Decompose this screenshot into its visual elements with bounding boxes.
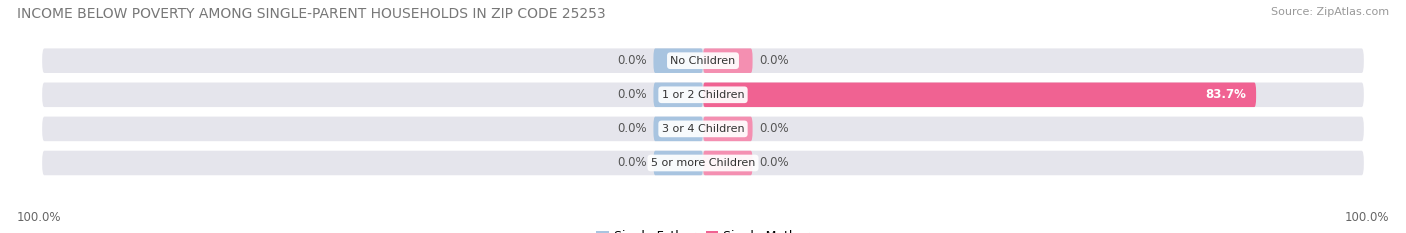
Text: 0.0%: 0.0%	[617, 157, 647, 169]
Legend: Single Father, Single Mother: Single Father, Single Mother	[591, 225, 815, 233]
FancyBboxPatch shape	[703, 151, 752, 175]
Text: 100.0%: 100.0%	[1344, 211, 1389, 224]
Text: Source: ZipAtlas.com: Source: ZipAtlas.com	[1271, 7, 1389, 17]
Text: No Children: No Children	[671, 56, 735, 66]
FancyBboxPatch shape	[42, 151, 1364, 175]
FancyBboxPatch shape	[703, 82, 1256, 107]
FancyBboxPatch shape	[42, 48, 1364, 73]
FancyBboxPatch shape	[703, 48, 752, 73]
FancyBboxPatch shape	[654, 116, 703, 141]
Text: 0.0%: 0.0%	[759, 157, 789, 169]
Text: 100.0%: 100.0%	[17, 211, 62, 224]
Text: 0.0%: 0.0%	[759, 54, 789, 67]
Text: 0.0%: 0.0%	[617, 88, 647, 101]
Text: 0.0%: 0.0%	[759, 122, 789, 135]
Text: 0.0%: 0.0%	[617, 122, 647, 135]
FancyBboxPatch shape	[654, 48, 703, 73]
FancyBboxPatch shape	[654, 151, 703, 175]
Text: 3 or 4 Children: 3 or 4 Children	[662, 124, 744, 134]
Text: 5 or more Children: 5 or more Children	[651, 158, 755, 168]
Text: 83.7%: 83.7%	[1205, 88, 1246, 101]
FancyBboxPatch shape	[654, 82, 703, 107]
Text: 0.0%: 0.0%	[617, 54, 647, 67]
Text: 1 or 2 Children: 1 or 2 Children	[662, 90, 744, 100]
Text: INCOME BELOW POVERTY AMONG SINGLE-PARENT HOUSEHOLDS IN ZIP CODE 25253: INCOME BELOW POVERTY AMONG SINGLE-PARENT…	[17, 7, 606, 21]
FancyBboxPatch shape	[42, 116, 1364, 141]
FancyBboxPatch shape	[703, 116, 752, 141]
FancyBboxPatch shape	[42, 82, 1364, 107]
